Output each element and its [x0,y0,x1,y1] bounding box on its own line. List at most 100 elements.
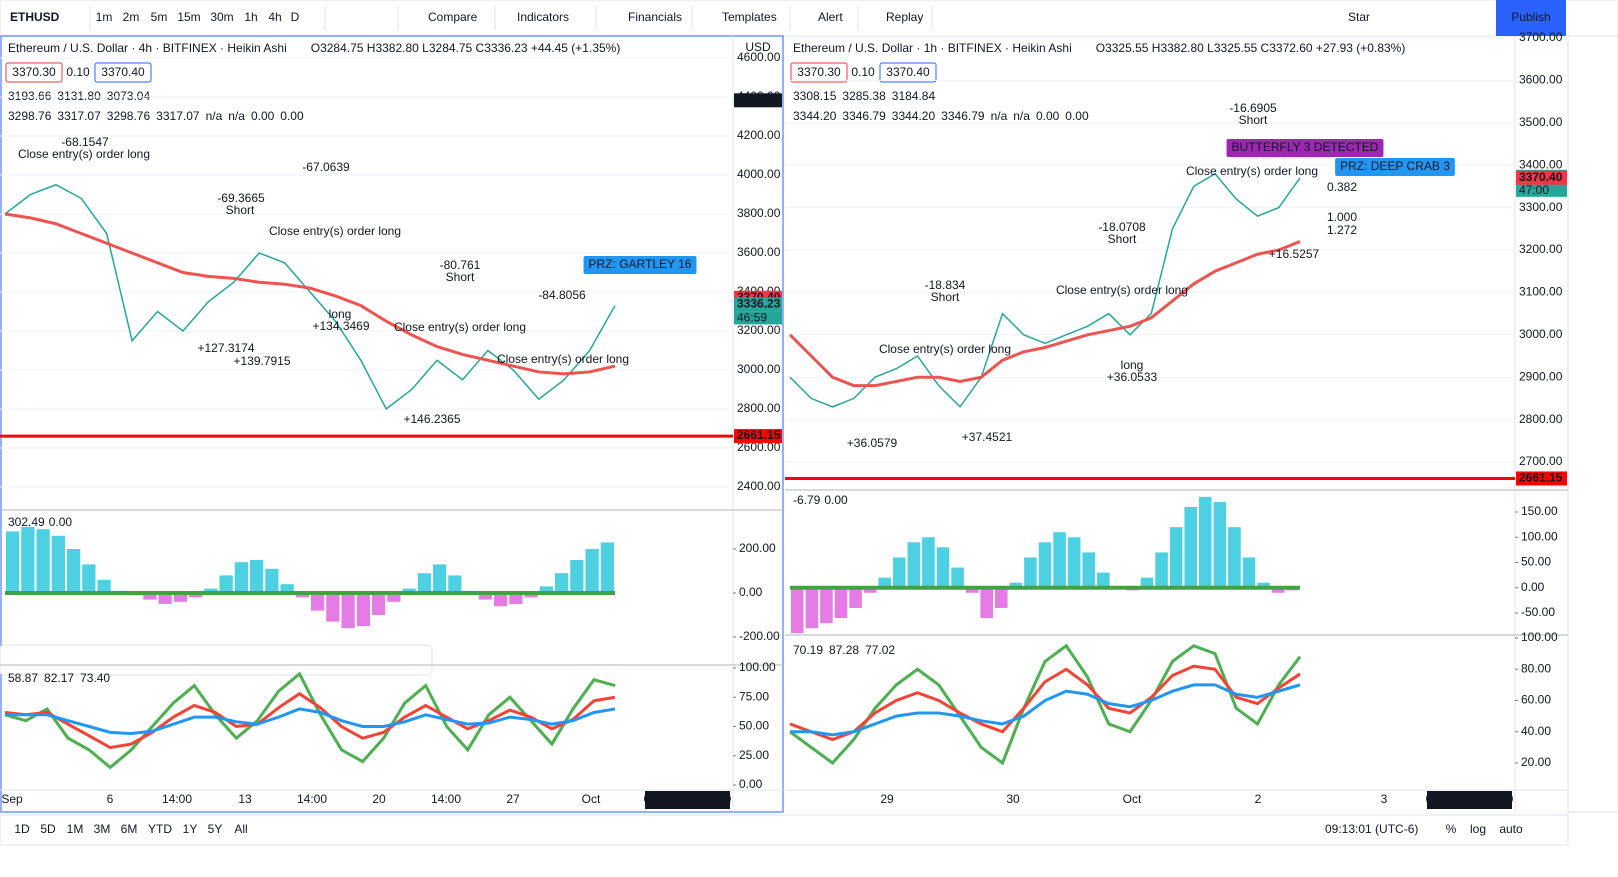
buy-price[interactable]: 3370.40 [886,65,930,79]
histogram-bar [1228,527,1241,588]
annotation: +127.3174 [197,341,254,355]
annotation: 1.000 [1327,210,1357,224]
histogram-bar [21,527,35,593]
histogram-bar [555,573,569,593]
buy-button[interactable] [879,62,937,83]
indicator-value: 3298.76 [8,109,52,123]
toolbar-button[interactable]: Replay [886,10,923,24]
top-toolbar [0,0,1618,37]
range-button[interactable]: 1D [14,822,30,836]
toolbar-button[interactable]: Templates [722,10,777,24]
interval-button[interactable]: 2m [123,10,140,24]
annotation: +134.3469 [312,319,369,333]
histogram-bar [494,593,508,607]
countdown-box [734,311,782,325]
range-button[interactable]: 5D [40,822,56,836]
y-tick-label: 100.00 [739,660,776,674]
scale-option[interactable]: % [1446,822,1457,836]
histogram-bar [219,575,233,593]
publish-button[interactable] [1496,0,1566,36]
range-button[interactable]: 5Y [208,822,223,836]
histogram-bar [539,586,553,593]
indicator-value: 3193.66 [8,89,52,103]
indicator-value: 0.00 [824,493,848,507]
y-tick-label: 2800.00 [737,401,781,415]
buy-button[interactable] [94,62,152,83]
indicator-value: 3298.76 [107,109,151,123]
interval-button[interactable]: 1m [96,10,113,24]
annotation: -18.0708 [1098,220,1146,234]
interval-button[interactable]: 15m [177,10,200,24]
histogram-bar [402,588,416,593]
clock[interactable]: 09:13:01 (UTC-6) [1325,822,1418,836]
indicator-value: n/a [228,109,245,123]
histogram-bar [805,587,819,629]
buy-price[interactable]: 3370.40 [101,65,145,79]
interval-button[interactable]: 4h [268,10,281,24]
y-tick-label: 3000.00 [1519,327,1563,341]
range-button[interactable]: 6M [121,822,138,836]
toolbar-button[interactable]: Compare [428,10,478,24]
y-tick-label: 3300.00 [1519,200,1563,214]
histogram-bar [951,567,964,588]
x-tick-label: 29 [880,792,894,806]
sell-price[interactable]: 3370.30 [12,65,56,79]
currency[interactable]: USD [745,40,771,54]
range-button[interactable]: YTD [148,822,172,836]
histogram-bar [36,529,50,593]
y-tick-label: 3100.00 [1519,285,1563,299]
interval-button[interactable]: 1h [244,10,257,24]
histogram-bar [893,557,906,588]
y-tick-label: 4200.00 [737,128,781,142]
toolbar-button[interactable]: Alert [818,10,843,24]
interval-button[interactable]: D [291,10,300,24]
interval-button[interactable]: 5m [151,10,168,24]
toolbar-button[interactable]: Indicators [517,10,569,24]
range-button[interactable]: 1M [67,822,84,836]
indicator-value: 3285.38 [842,89,886,103]
annotation: -16.6905 [1229,101,1277,115]
x-tick-label: 3 [1381,792,1388,806]
range-button[interactable]: 3M [94,822,111,836]
x-tick-label: Sep [1,792,23,806]
histogram-bar [1257,582,1270,588]
price-marker [734,93,782,108]
y-tick-label: 3800.00 [737,206,781,220]
histogram-bar [311,593,325,611]
y-tick-label: 3400.00 [1519,157,1563,171]
y-tick-label: 100.00 [1521,529,1558,543]
indicator-value: 58.87 [8,671,38,685]
indicator-value: 70.19 [793,643,823,657]
countdown: 47:00 [1519,183,1549,197]
ohlc-values: O3325.55 H3382.80 L3325.55 C3372.60 +27.… [1096,41,1406,55]
drawing-toolbar[interactable] [0,644,433,676]
x-tick-label: 13 [238,792,252,806]
histogram-bar [863,587,877,593]
scale-option[interactable]: log [1470,822,1486,836]
y-tick-label: 0.00 [1521,580,1545,594]
range-button[interactable]: 1Y [183,822,198,836]
sell-price[interactable]: 3370.30 [797,65,841,79]
histogram-bar [295,593,309,598]
annotation: Close entry(s) order long [1186,164,1318,178]
sell-button[interactable] [5,62,63,83]
toolbar-button[interactable]: Financials [628,10,682,24]
histogram-bar [6,531,20,593]
histogram-bar [965,587,979,593]
star-button[interactable]: Star [1348,10,1370,24]
histogram-bar [1082,552,1095,588]
sell-button[interactable] [790,62,848,83]
publish-label[interactable]: Publish [1511,10,1550,24]
price-marker [734,429,782,444]
indicator-value: -6.79 [793,493,821,507]
range-button[interactable]: All [234,822,247,836]
x-tick-label: 6 [107,792,114,806]
symbol[interactable]: ETHUSD [10,10,60,24]
histogram-bar [204,588,218,593]
y-tick-label: 2400.00 [737,479,781,493]
indicator-line [5,707,616,736]
y-tick-label: 60.00 [1521,693,1551,707]
y-tick-label: 3600.00 [1519,73,1563,87]
scale-option[interactable]: auto [1499,822,1523,836]
interval-button[interactable]: 30m [210,10,233,24]
